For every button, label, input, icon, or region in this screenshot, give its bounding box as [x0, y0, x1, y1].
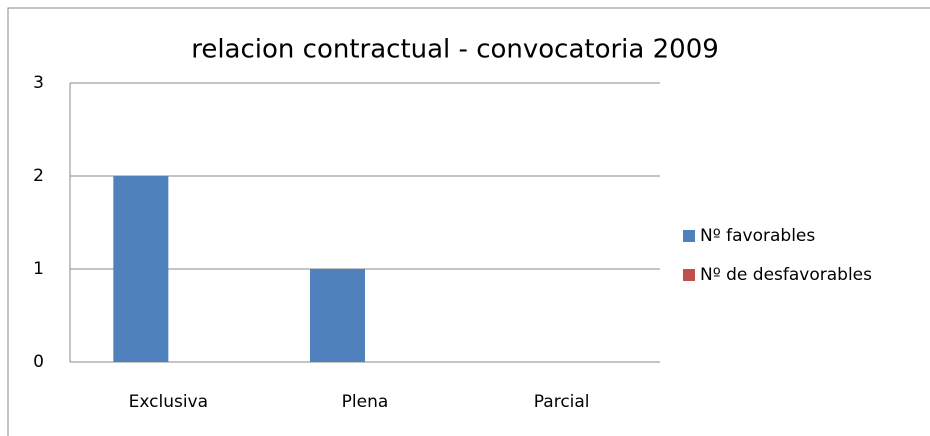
chart-title: relacion contractual - convocatoria 2009 [191, 35, 719, 65]
y-tick-label: 3 [33, 73, 44, 93]
bar [113, 176, 169, 362]
legend-swatch [683, 230, 695, 242]
legend-swatch [683, 269, 695, 281]
y-tick-label: 2 [33, 166, 44, 186]
legend-label: Nº favorables [700, 226, 815, 246]
x-tick-label: Exclusiva [129, 392, 208, 412]
x-tick-label: Parcial [534, 392, 590, 412]
bar [310, 269, 365, 362]
x-tick-label: Plena [342, 392, 389, 412]
y-tick-label: 0 [33, 352, 44, 372]
y-tick-label: 1 [33, 259, 44, 279]
legend-label: Nº de desfavorables [700, 265, 872, 285]
